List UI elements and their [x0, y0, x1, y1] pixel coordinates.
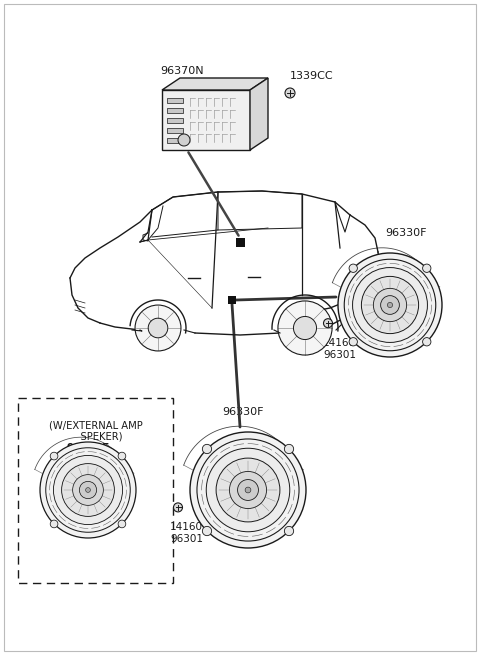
Bar	[167, 108, 183, 113]
Circle shape	[238, 479, 258, 500]
Circle shape	[148, 318, 168, 338]
Circle shape	[135, 305, 181, 351]
Circle shape	[285, 88, 295, 98]
Bar	[167, 98, 183, 103]
Circle shape	[190, 432, 306, 548]
Circle shape	[173, 503, 182, 512]
Circle shape	[72, 475, 103, 506]
Circle shape	[61, 464, 114, 516]
Circle shape	[381, 295, 399, 314]
Circle shape	[293, 316, 316, 339]
Circle shape	[349, 337, 358, 346]
Circle shape	[85, 487, 90, 493]
Text: 14160
96301: 14160 96301	[323, 338, 356, 360]
Circle shape	[40, 442, 136, 538]
Text: 1339CC: 1339CC	[290, 71, 334, 81]
Circle shape	[203, 444, 212, 454]
Circle shape	[53, 455, 122, 525]
Circle shape	[278, 301, 332, 355]
Circle shape	[352, 267, 427, 343]
Polygon shape	[162, 78, 268, 90]
Circle shape	[178, 134, 190, 146]
Circle shape	[203, 527, 212, 536]
Bar	[167, 128, 183, 133]
Circle shape	[284, 444, 294, 454]
Text: 96330F: 96330F	[385, 228, 426, 238]
Bar	[228, 296, 236, 304]
Text: (W/EXTERNAL AMP
    SPEKER): (W/EXTERNAL AMP SPEKER)	[48, 420, 143, 441]
Circle shape	[422, 264, 431, 272]
Bar	[167, 138, 183, 143]
Circle shape	[206, 448, 290, 532]
Bar	[167, 118, 183, 123]
Text: 96330F: 96330F	[66, 443, 109, 453]
Circle shape	[79, 481, 96, 498]
Circle shape	[338, 253, 442, 357]
Circle shape	[245, 487, 251, 493]
FancyBboxPatch shape	[162, 90, 250, 150]
Circle shape	[118, 520, 126, 528]
Bar	[236, 238, 245, 247]
Circle shape	[216, 458, 280, 522]
Circle shape	[422, 337, 431, 346]
Circle shape	[373, 288, 407, 322]
Text: 96370N: 96370N	[160, 66, 204, 76]
Text: 14160
96301: 14160 96301	[170, 523, 203, 544]
Circle shape	[349, 264, 358, 272]
Polygon shape	[250, 78, 268, 150]
Circle shape	[361, 276, 419, 333]
Text: 96330F: 96330F	[222, 407, 264, 417]
Circle shape	[50, 520, 58, 528]
Circle shape	[284, 527, 294, 536]
Circle shape	[118, 452, 126, 460]
Circle shape	[50, 452, 58, 460]
Circle shape	[387, 303, 393, 308]
Circle shape	[229, 472, 266, 508]
Circle shape	[324, 319, 333, 328]
